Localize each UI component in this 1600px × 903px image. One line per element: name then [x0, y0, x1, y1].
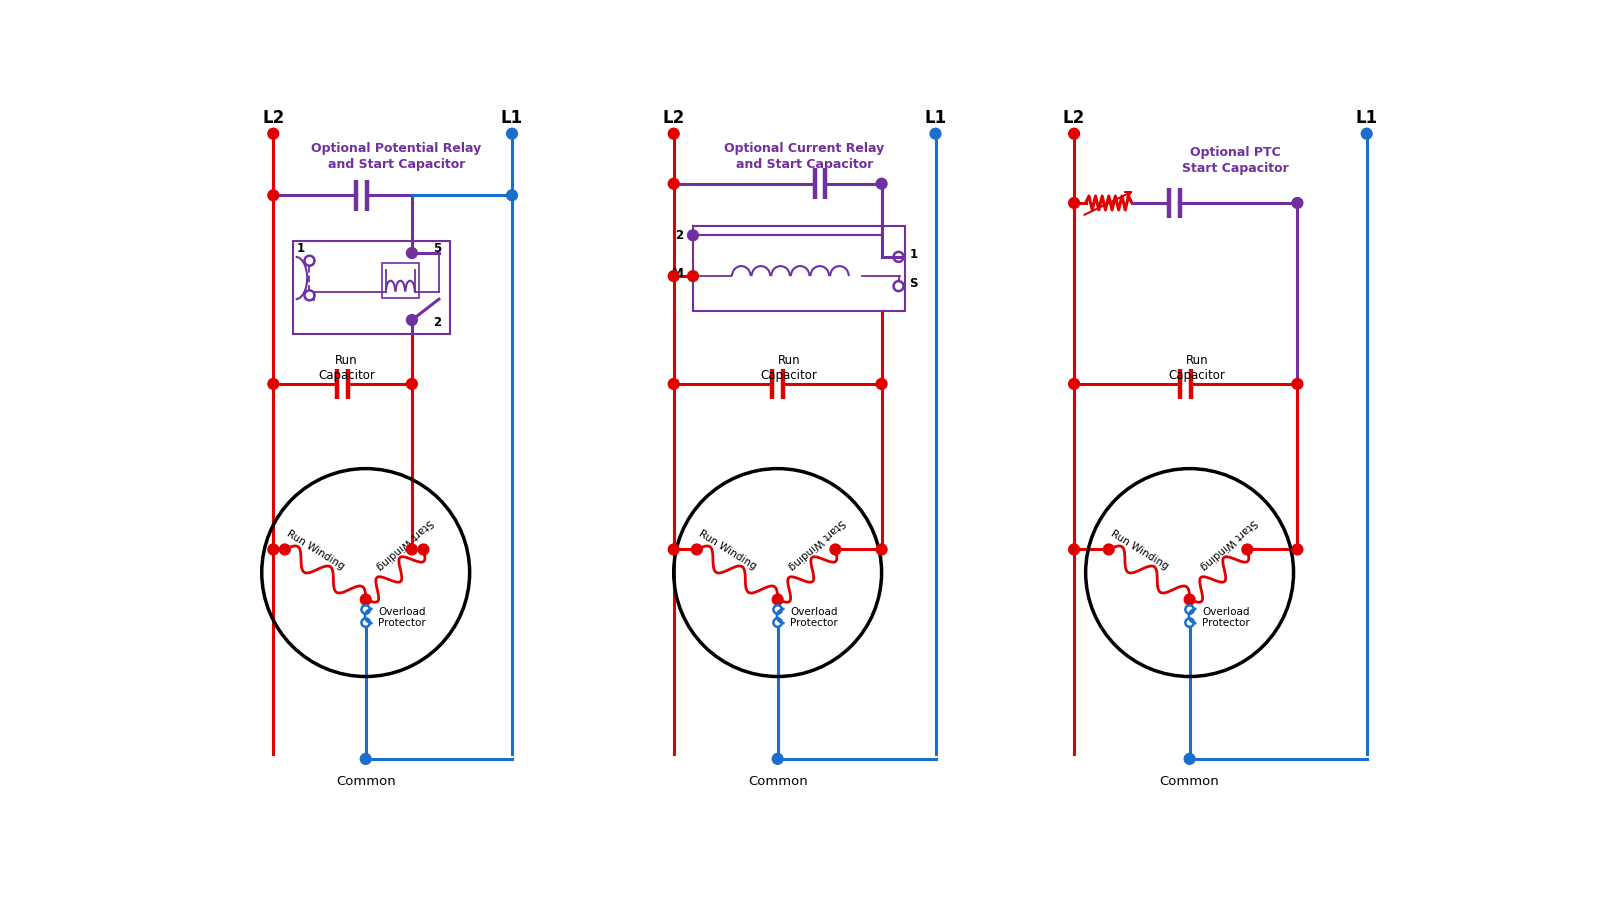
Circle shape [1069, 129, 1080, 140]
Text: Run
Capacitor: Run Capacitor [1170, 354, 1226, 382]
Circle shape [669, 379, 678, 390]
Text: L2: L2 [262, 109, 285, 127]
Circle shape [877, 379, 886, 390]
Circle shape [688, 272, 698, 282]
Text: Run Winding: Run Winding [1109, 528, 1170, 571]
Circle shape [360, 754, 371, 765]
Text: Common: Common [1160, 775, 1219, 787]
Text: L1: L1 [925, 109, 947, 127]
Circle shape [418, 545, 429, 555]
Circle shape [830, 545, 840, 555]
Circle shape [1069, 379, 1080, 390]
Circle shape [1184, 754, 1195, 765]
Circle shape [930, 129, 941, 140]
Bar [382, 264, 419, 298]
Circle shape [669, 179, 678, 190]
Circle shape [688, 230, 698, 241]
Circle shape [406, 379, 418, 390]
Circle shape [267, 129, 278, 140]
Circle shape [267, 545, 278, 555]
Text: 2: 2 [675, 228, 683, 241]
Text: 2: 2 [434, 315, 442, 329]
Text: Run
Capacitor: Run Capacitor [318, 354, 374, 382]
Text: Optional Potential Relay
and Start Capacitor: Optional Potential Relay and Start Capac… [312, 142, 482, 172]
Text: Overload
Protector: Overload Protector [1202, 606, 1250, 628]
Circle shape [1069, 545, 1080, 555]
Circle shape [406, 545, 418, 555]
Circle shape [1242, 545, 1253, 555]
Circle shape [877, 179, 886, 190]
Text: S: S [909, 277, 918, 290]
Text: Run Winding: Run Winding [696, 528, 758, 571]
Text: Start Winding: Start Winding [374, 517, 435, 571]
Circle shape [1184, 594, 1195, 605]
Text: Common: Common [747, 775, 808, 787]
Circle shape [406, 248, 418, 259]
Circle shape [280, 545, 290, 555]
Bar [293, 242, 451, 334]
Text: 1: 1 [298, 241, 306, 255]
Text: L1: L1 [501, 109, 523, 127]
Text: Common: Common [336, 775, 395, 787]
Text: Run Winding: Run Winding [285, 528, 346, 571]
Text: Overload
Protector: Overload Protector [790, 606, 838, 628]
Circle shape [1069, 199, 1080, 209]
Text: L1: L1 [1355, 109, 1378, 127]
Circle shape [773, 594, 782, 605]
Text: Optional Current Relay
and Start Capacitor: Optional Current Relay and Start Capacit… [725, 142, 885, 172]
Circle shape [507, 129, 517, 140]
Circle shape [507, 191, 517, 201]
Circle shape [773, 754, 782, 765]
Circle shape [360, 594, 371, 605]
Circle shape [267, 379, 278, 390]
Circle shape [877, 545, 886, 555]
Bar [693, 227, 904, 312]
Circle shape [1362, 129, 1373, 140]
Circle shape [1104, 545, 1114, 555]
Text: M: M [672, 266, 683, 280]
Text: Run
Capacitor: Run Capacitor [760, 354, 818, 382]
Text: Optional PTC
Start Capacitor: Optional PTC Start Capacitor [1182, 146, 1290, 175]
Circle shape [406, 315, 418, 326]
Text: L2: L2 [1062, 109, 1085, 127]
Text: 5: 5 [434, 241, 442, 255]
Circle shape [1293, 199, 1302, 209]
Text: Start Winding: Start Winding [1198, 517, 1259, 571]
Circle shape [1293, 545, 1302, 555]
Circle shape [669, 272, 678, 282]
Text: 1: 1 [909, 247, 917, 261]
Circle shape [691, 545, 702, 555]
Circle shape [669, 129, 678, 140]
Text: Start Winding: Start Winding [786, 517, 846, 571]
Text: Overload
Protector: Overload Protector [378, 606, 426, 628]
Circle shape [669, 545, 678, 555]
Circle shape [267, 191, 278, 201]
Circle shape [1293, 379, 1302, 390]
Text: L2: L2 [662, 109, 685, 127]
